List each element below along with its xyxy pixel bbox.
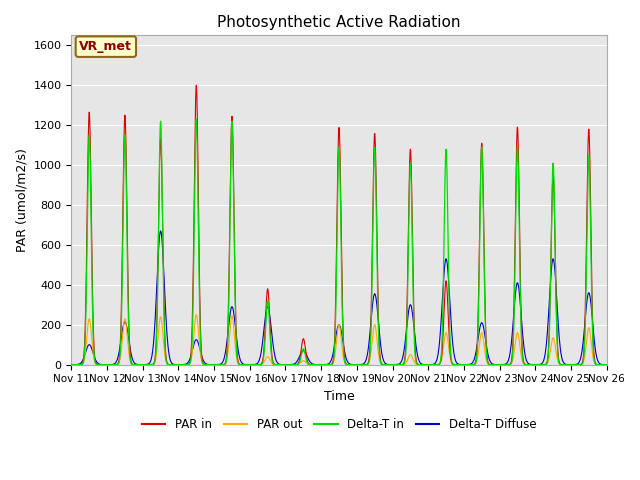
Y-axis label: PAR (umol/m2/s): PAR (umol/m2/s) [15,148,28,252]
X-axis label: Time: Time [324,390,355,403]
Legend: PAR in, PAR out, Delta-T in, Delta-T Diffuse: PAR in, PAR out, Delta-T in, Delta-T Dif… [137,413,541,436]
Text: VR_met: VR_met [79,40,132,53]
Title: Photosynthetic Active Radiation: Photosynthetic Active Radiation [217,15,461,30]
